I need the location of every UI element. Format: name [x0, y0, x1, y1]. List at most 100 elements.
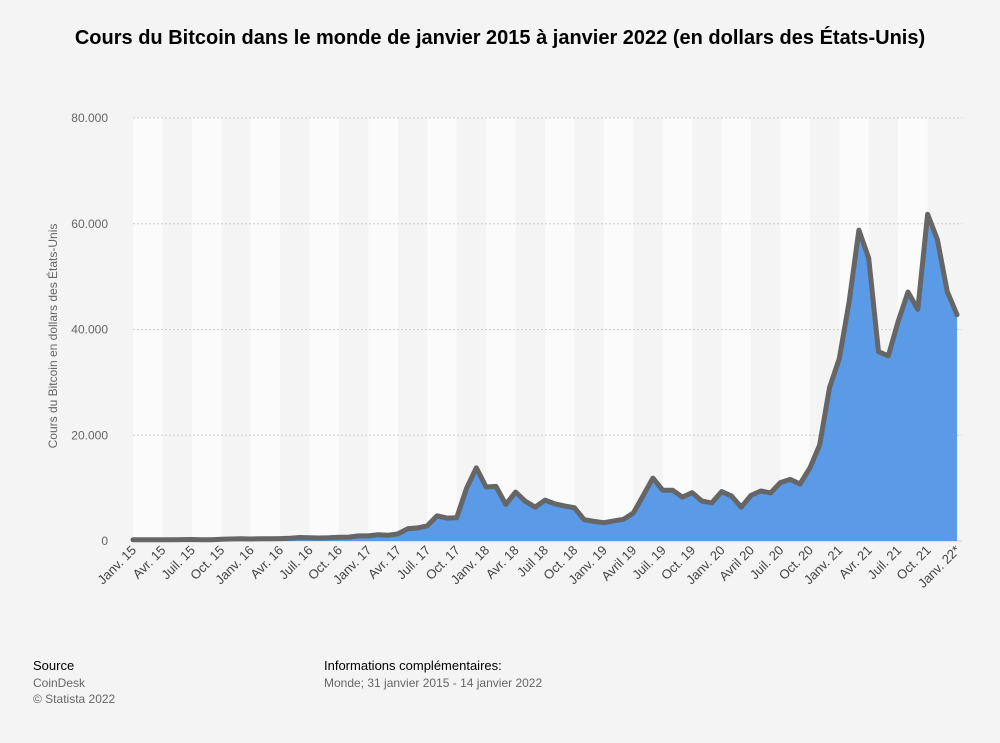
data-point[interactable]	[356, 533, 362, 539]
data-point[interactable]	[307, 535, 313, 541]
data-point[interactable]	[238, 536, 244, 542]
data-point[interactable]	[581, 517, 587, 523]
data-point[interactable]	[473, 465, 479, 471]
data-point[interactable]	[464, 485, 470, 491]
data-point[interactable]	[728, 493, 734, 499]
data-point[interactable]	[748, 492, 754, 498]
data-point[interactable]	[905, 289, 911, 295]
x-tick-label: Avr. 18	[483, 543, 522, 582]
data-point[interactable]	[836, 356, 842, 362]
data-point[interactable]	[885, 353, 891, 359]
copyright: © Statista 2022	[33, 692, 116, 706]
data-point[interactable]	[630, 510, 636, 516]
data-point[interactable]	[326, 535, 332, 541]
info-heading: Informations complémentaires:	[324, 658, 502, 673]
y-tick-label: 80.000	[71, 111, 108, 125]
data-point[interactable]	[719, 489, 725, 495]
data-point[interactable]	[611, 518, 617, 524]
data-point[interactable]	[532, 504, 538, 510]
data-point[interactable]	[228, 536, 234, 542]
data-point[interactable]	[758, 488, 764, 494]
data-point[interactable]	[199, 537, 205, 543]
data-point[interactable]	[287, 535, 293, 541]
chart-title: Cours du Bitcoin dans le monde de janvie…	[74, 27, 926, 49]
data-point[interactable]	[434, 513, 440, 519]
data-point[interactable]	[385, 532, 391, 538]
data-point[interactable]	[856, 227, 862, 233]
data-point[interactable]	[866, 255, 872, 261]
data-point[interactable]	[601, 520, 607, 526]
data-point[interactable]	[817, 442, 823, 448]
data-point[interactable]	[395, 531, 401, 537]
series-area	[133, 214, 957, 541]
data-point[interactable]	[591, 518, 597, 524]
data-point[interactable]	[513, 489, 519, 495]
y-tick-label: 40.000	[71, 323, 108, 337]
data-point[interactable]	[846, 299, 852, 305]
data-point[interactable]	[670, 487, 676, 493]
y-axis-label: Cours du Bitcoin en dollars des États-Un…	[45, 224, 60, 449]
data-point[interactable]	[140, 537, 146, 543]
data-point[interactable]	[424, 523, 430, 529]
info-text: Monde; 31 janvier 2015 - 14 janvier 2022	[324, 676, 543, 690]
data-point[interactable]	[738, 504, 744, 510]
data-point[interactable]	[777, 480, 783, 486]
data-point[interactable]	[571, 505, 577, 511]
source-name[interactable]: CoinDesk	[33, 676, 86, 690]
data-point[interactable]	[179, 537, 185, 543]
data-point[interactable]	[218, 536, 224, 542]
data-point[interactable]	[159, 537, 165, 543]
source-heading: Source	[33, 658, 75, 673]
data-point[interactable]	[208, 537, 214, 543]
data-point[interactable]	[503, 501, 509, 507]
data-point[interactable]	[375, 532, 381, 538]
x-tick-label: Janv. 15	[94, 543, 139, 588]
data-point[interactable]	[679, 494, 685, 500]
data-point[interactable]	[709, 500, 715, 506]
data-point[interactable]	[297, 534, 303, 540]
data-point[interactable]	[365, 533, 371, 539]
data-point[interactable]	[562, 503, 568, 509]
data-point[interactable]	[444, 515, 450, 521]
data-point[interactable]	[620, 516, 626, 522]
y-tick-labels: 0 20.000 40.000 60.000 80.000	[71, 111, 108, 548]
data-point[interactable]	[660, 487, 666, 493]
data-point[interactable]	[150, 537, 156, 543]
data-point[interactable]	[258, 536, 264, 542]
data-point[interactable]	[895, 319, 901, 325]
data-point[interactable]	[169, 537, 175, 543]
data-point[interactable]	[493, 483, 499, 489]
data-point[interactable]	[797, 481, 803, 487]
data-point[interactable]	[826, 385, 832, 391]
data-point[interactable]	[346, 534, 352, 540]
series-line	[130, 211, 960, 543]
data-point[interactable]	[876, 349, 882, 355]
data-point[interactable]	[944, 288, 950, 294]
data-point[interactable]	[699, 498, 705, 504]
data-point[interactable]	[954, 312, 960, 318]
data-point[interactable]	[483, 484, 489, 490]
data-point[interactable]	[807, 465, 813, 471]
data-point[interactable]	[454, 515, 460, 521]
data-point[interactable]	[405, 526, 411, 532]
data-point[interactable]	[640, 493, 646, 499]
data-point[interactable]	[552, 501, 558, 507]
data-point[interactable]	[267, 536, 273, 542]
data-point[interactable]	[277, 536, 283, 542]
data-point[interactable]	[130, 537, 136, 543]
data-point[interactable]	[768, 490, 774, 496]
data-point[interactable]	[934, 237, 940, 243]
data-point[interactable]	[336, 534, 342, 540]
data-point[interactable]	[414, 525, 420, 531]
data-point[interactable]	[689, 490, 695, 496]
data-point[interactable]	[787, 476, 793, 482]
data-point[interactable]	[316, 535, 322, 541]
data-point[interactable]	[522, 498, 528, 504]
data-point[interactable]	[925, 211, 931, 217]
data-point[interactable]	[915, 306, 921, 312]
data-point[interactable]	[189, 536, 195, 542]
data-point[interactable]	[248, 536, 254, 542]
data-point[interactable]	[650, 475, 656, 481]
data-point[interactable]	[542, 497, 548, 503]
